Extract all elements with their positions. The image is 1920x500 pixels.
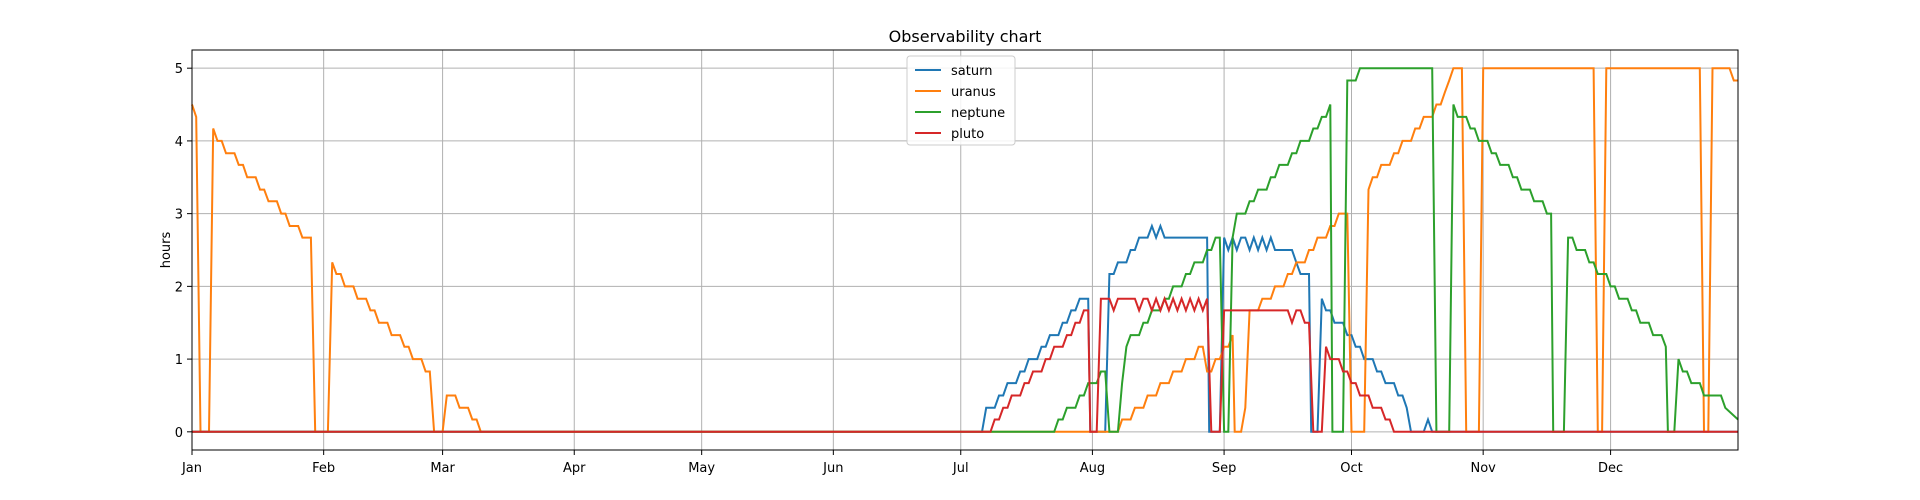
y-tick-label: 1 — [175, 353, 183, 368]
x-tick-label: Jun — [822, 461, 843, 476]
chart-title: Observability chart — [889, 27, 1042, 46]
x-tick-label: Nov — [1470, 461, 1496, 476]
series-line-neptune — [192, 67, 1739, 433]
legend-label: uranus — [951, 85, 996, 100]
x-axis: Jan Feb Mar Apr May Jun Jul Aug Sep Oct Nov Dec — [181, 450, 1623, 476]
x-tick-label: Mar — [430, 461, 455, 476]
x-tick-label: Jan — [181, 461, 202, 476]
y-axis: 0 1 2 3 4 5 — [175, 62, 192, 441]
y-tick-label: 5 — [175, 62, 183, 77]
x-tick-label: Sep — [1212, 461, 1237, 476]
y-tick-label: 2 — [175, 280, 183, 295]
x-tick-label: Apr — [563, 461, 586, 476]
y-axis-label: hours — [159, 232, 174, 269]
x-tick-label: Oct — [1340, 461, 1362, 476]
legend-label: neptune — [951, 106, 1005, 121]
x-tick-label: Dec — [1598, 461, 1623, 476]
y-tick-label: 3 — [175, 208, 183, 223]
x-tick-label: Jul — [952, 461, 969, 476]
series-line-uranus — [191, 67, 1738, 433]
series-line-saturn — [192, 223, 1738, 433]
x-tick-label: Aug — [1080, 461, 1105, 476]
legend-label: saturn — [951, 64, 992, 79]
legend-label: pluto — [951, 127, 984, 142]
y-tick-label: 4 — [175, 135, 183, 150]
series-lines — [191, 67, 1739, 433]
legend: saturn uranus neptune pluto — [906, 55, 1016, 146]
x-tick-label: May — [688, 461, 715, 476]
series-line-pluto — [192, 295, 1738, 433]
legend-box — [906, 55, 1016, 146]
plot-frame — [191, 49, 1739, 451]
x-tick-label: Feb — [312, 461, 335, 476]
y-tick-label: 0 — [175, 426, 183, 441]
